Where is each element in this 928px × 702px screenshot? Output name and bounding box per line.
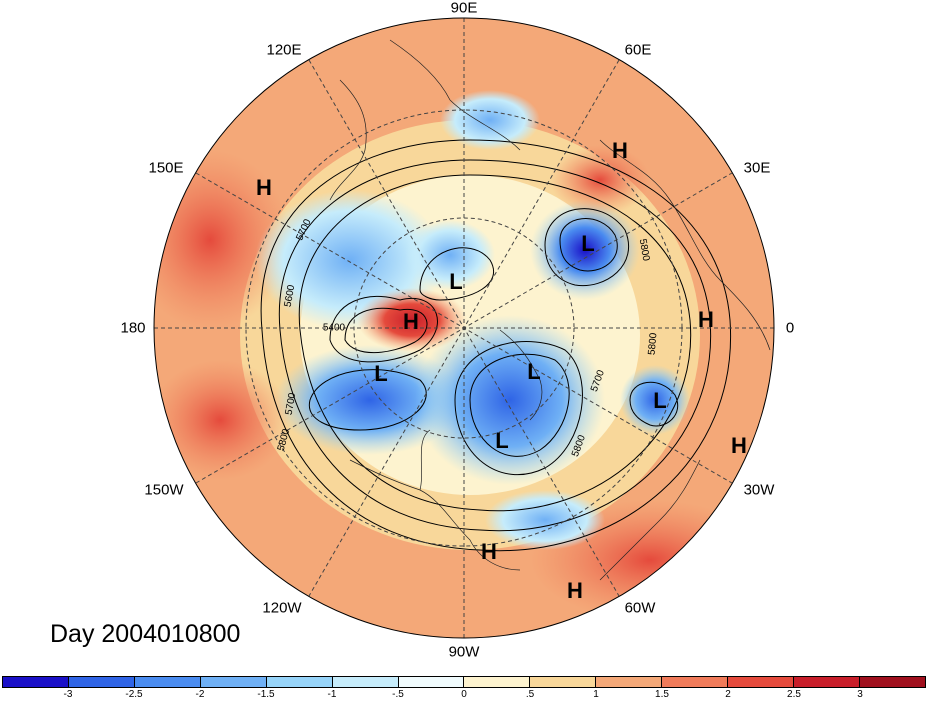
low-pressure-center: L [527,359,541,384]
lon-label-30e: 30E [743,159,771,177]
high-pressure-center: H [612,138,628,163]
colorbar-tick-label: -2.5 [125,689,143,700]
colorbar-tick-label: -.5 [392,689,404,700]
lon-label-90w: 90W [448,643,480,661]
colorbar-segment [3,677,69,687]
map-border [153,17,775,639]
colorbar-segment [200,677,267,687]
high-pressure-center: H [698,307,714,332]
contour-label: 5800 [646,332,660,356]
colorbar-segment [794,677,860,687]
colorbar-segment [332,677,399,687]
colorbar-segment [662,677,729,687]
lon-label-120w: 120W [262,599,302,617]
colorbar-tick-label: 0 [461,689,467,700]
colorbar-tick-label: -1.5 [257,689,275,700]
low-pressure-center: L [449,269,463,294]
lon-label-120e: 120E [266,41,302,59]
high-pressure-center: H [481,539,497,564]
colorbar-segment [266,677,333,687]
colorbar-segment [728,677,795,687]
colorbar-segment [859,677,925,687]
height-contours [260,139,732,552]
colorbar-segment [596,677,663,687]
colorbar-segment [530,677,597,687]
colorbar-tick-label: -2 [195,689,205,700]
colorbar-tick-label: .5 [525,689,535,700]
high-pressure-center: H [256,175,272,200]
colorbar-segment [464,677,531,687]
contour-label: 5400 [322,322,346,334]
high-pressure-center: H [731,433,747,458]
lon-label-90e: 90E [450,0,478,17]
high-pressure-center: H [403,309,419,334]
colorbar-tick-label: 1.5 [655,689,669,700]
lon-label-150w: 150W [144,481,184,499]
high-pressure-center: H [567,578,583,603]
date-label: Day 2004010800 [50,620,241,648]
low-pressure-center: L [581,231,595,256]
lon-label-150e: 150E [148,159,184,177]
graticule [154,18,774,638]
colorbar [2,676,926,688]
colorbar-tick-label: 2 [725,689,731,700]
colorbar-segment [398,677,465,687]
colorbar-tick-label: -3 [63,689,73,700]
lon-label-60e: 60E [624,41,652,59]
colorbar-segment [134,677,201,687]
low-pressure-center: L [374,361,388,386]
colorbar-tick-label: -1 [327,689,337,700]
colorbar-tick-label: 2.5 [787,689,801,700]
lon-label-0: 0 [785,319,795,337]
colorbar-tick-label: 1 [593,689,599,700]
colorbar-tick-label: 3 [857,689,863,700]
low-pressure-center: L [653,388,667,413]
low-pressure-center: L [495,428,509,453]
colorbar-segment [68,677,135,687]
lon-label-30w: 30W [743,481,775,499]
lon-label-60w: 60W [624,599,656,617]
lon-label-180: 180 [120,319,146,337]
